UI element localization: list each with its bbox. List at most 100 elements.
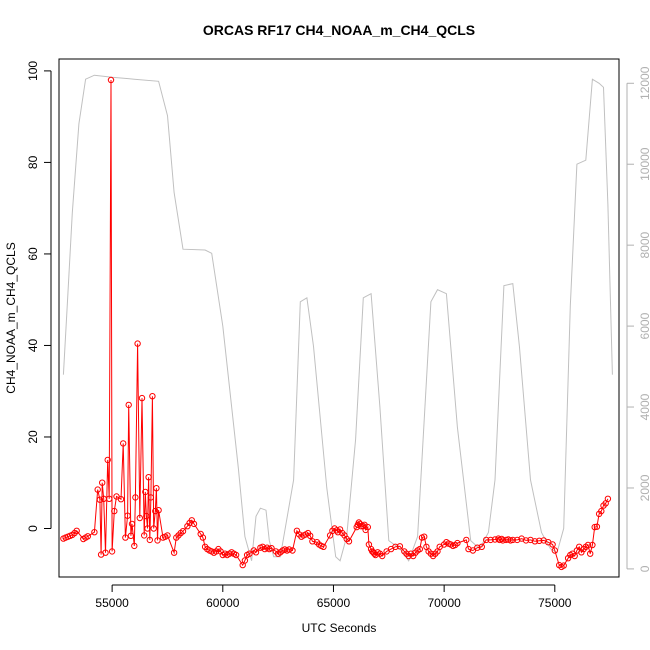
ch4-data-point bbox=[309, 538, 316, 545]
ch4-series-line bbox=[63, 79, 609, 568]
ch4-data-point bbox=[94, 486, 101, 493]
ch4-data-point bbox=[522, 537, 530, 544]
ch4-data-point bbox=[164, 532, 171, 539]
ch4-data-point bbox=[170, 549, 178, 556]
y-axis-left: 0 20 40 60 80 100 bbox=[26, 61, 52, 532]
ch4-data-point bbox=[241, 557, 249, 564]
left-axis-series-layer bbox=[60, 76, 612, 571]
ch4-data-point bbox=[392, 543, 399, 550]
ch4-data-point bbox=[141, 532, 148, 539]
ch4-data-point bbox=[286, 546, 293, 553]
ch4-data-point bbox=[268, 545, 275, 552]
x-tick-label: 70000 bbox=[427, 596, 461, 610]
ch4-data-point bbox=[483, 536, 490, 544]
ch4-data-point bbox=[111, 507, 118, 515]
ch4-data-point bbox=[142, 488, 149, 496]
ch4-data-point bbox=[551, 547, 558, 554]
ch4-data-point bbox=[587, 550, 594, 557]
ch4-data-point bbox=[589, 541, 596, 549]
ch4-data-point bbox=[108, 548, 116, 555]
y-tick-label-left: 60 bbox=[26, 247, 40, 261]
y-tick-label-right: 12000 bbox=[638, 66, 650, 100]
y-tick-label-right: 10000 bbox=[638, 147, 650, 181]
ch4-data-point bbox=[604, 495, 612, 502]
ch4-data-point bbox=[96, 496, 104, 503]
ch4-data-point bbox=[143, 512, 150, 520]
right-axis-series-layer bbox=[62, 74, 613, 562]
ch4-data-point bbox=[527, 536, 534, 544]
y-tick-label-left: 100 bbox=[26, 61, 40, 81]
ch4-data-point bbox=[536, 537, 543, 544]
ch4-data-point bbox=[91, 529, 98, 536]
ch4-data-point bbox=[364, 523, 371, 531]
y-tick-label-left: 20 bbox=[26, 430, 40, 444]
ch4-data-point bbox=[144, 525, 151, 532]
y-tick-label-right: 8000 bbox=[638, 231, 650, 258]
ch4-data-point bbox=[125, 401, 132, 409]
ch4-data-point bbox=[252, 549, 260, 556]
x-axis: 55000 60000 65000 70000 75000 bbox=[95, 584, 572, 610]
chart-title: ORCAS RF17 CH4_NOAA_m_CH4_QCLS bbox=[203, 22, 475, 38]
ch4-data-point bbox=[138, 394, 146, 402]
y-tick-label-right: 6000 bbox=[638, 312, 650, 339]
x-axis-label: UTC Seconds bbox=[302, 621, 377, 635]
ch4-data-point bbox=[131, 542, 138, 550]
ch4-data-point bbox=[491, 536, 499, 543]
y-axis-label: CH4_NOAA_m_CH4_QCLS bbox=[4, 242, 18, 393]
ch4-data-point bbox=[593, 523, 601, 530]
ch4-data-point bbox=[416, 545, 423, 553]
ch4-data-point bbox=[469, 547, 477, 554]
y-tick-label-left: 0 bbox=[26, 525, 40, 532]
ch4-data-point bbox=[128, 520, 136, 528]
ch4-data-point bbox=[145, 474, 152, 481]
ch4-data-point bbox=[421, 533, 428, 540]
ch4-data-point bbox=[117, 496, 125, 503]
ch4-data-point bbox=[73, 527, 80, 534]
ch4-data-point bbox=[454, 539, 461, 547]
ch4-data-point bbox=[246, 550, 253, 557]
ch4-data-point bbox=[127, 532, 135, 539]
ch4-data-point bbox=[396, 543, 404, 550]
y-tick-label-right: 0 bbox=[638, 565, 650, 572]
ch4-data-point bbox=[154, 537, 161, 544]
ch4-data-point bbox=[571, 552, 578, 560]
ch4-data-point bbox=[122, 534, 129, 541]
ch4-data-point bbox=[357, 523, 365, 530]
ch4-data-point bbox=[514, 536, 521, 544]
ch4-data-point bbox=[498, 535, 505, 543]
ch4-data-point bbox=[149, 393, 156, 400]
x-tick-label: 65000 bbox=[317, 596, 351, 610]
x-tick-label: 60000 bbox=[206, 596, 240, 610]
ch4-data-point bbox=[107, 76, 115, 84]
ch4-data-point bbox=[549, 541, 556, 548]
ch4-data-point bbox=[584, 541, 592, 549]
ch4-data-point bbox=[465, 545, 472, 553]
ch4-data-point bbox=[152, 507, 159, 515]
x-tick-label: 55000 bbox=[95, 596, 129, 610]
x-tick-label: 75000 bbox=[538, 596, 572, 610]
ch4-data-point bbox=[153, 485, 160, 492]
ch4-data-point bbox=[132, 494, 139, 501]
ch4-data-point bbox=[531, 538, 539, 545]
ch4-data-point bbox=[478, 543, 485, 550]
ch4-data-point bbox=[345, 538, 353, 545]
ch4-data-point bbox=[190, 520, 198, 528]
ch4-data-point bbox=[509, 536, 516, 544]
ch4-data-point bbox=[179, 528, 187, 535]
ch4-data-point bbox=[104, 456, 111, 464]
ch4-data-point bbox=[146, 536, 154, 544]
ch4-data-point bbox=[113, 493, 120, 500]
y-tick-label-left: 40 bbox=[26, 338, 40, 352]
ch4-data-point bbox=[102, 549, 109, 556]
ch4-data-point bbox=[307, 532, 314, 539]
plot-frame bbox=[58, 58, 620, 578]
ch4-data-point bbox=[150, 525, 157, 532]
ch4-data-point bbox=[147, 494, 155, 501]
ch4-data-point bbox=[598, 507, 605, 515]
ch4-data-point bbox=[320, 543, 327, 550]
ch4-data-point bbox=[560, 562, 567, 569]
y-tick-label-right: 2000 bbox=[638, 474, 650, 501]
y-tick-label-left: 80 bbox=[26, 155, 40, 169]
ch4-data-point bbox=[84, 533, 92, 540]
